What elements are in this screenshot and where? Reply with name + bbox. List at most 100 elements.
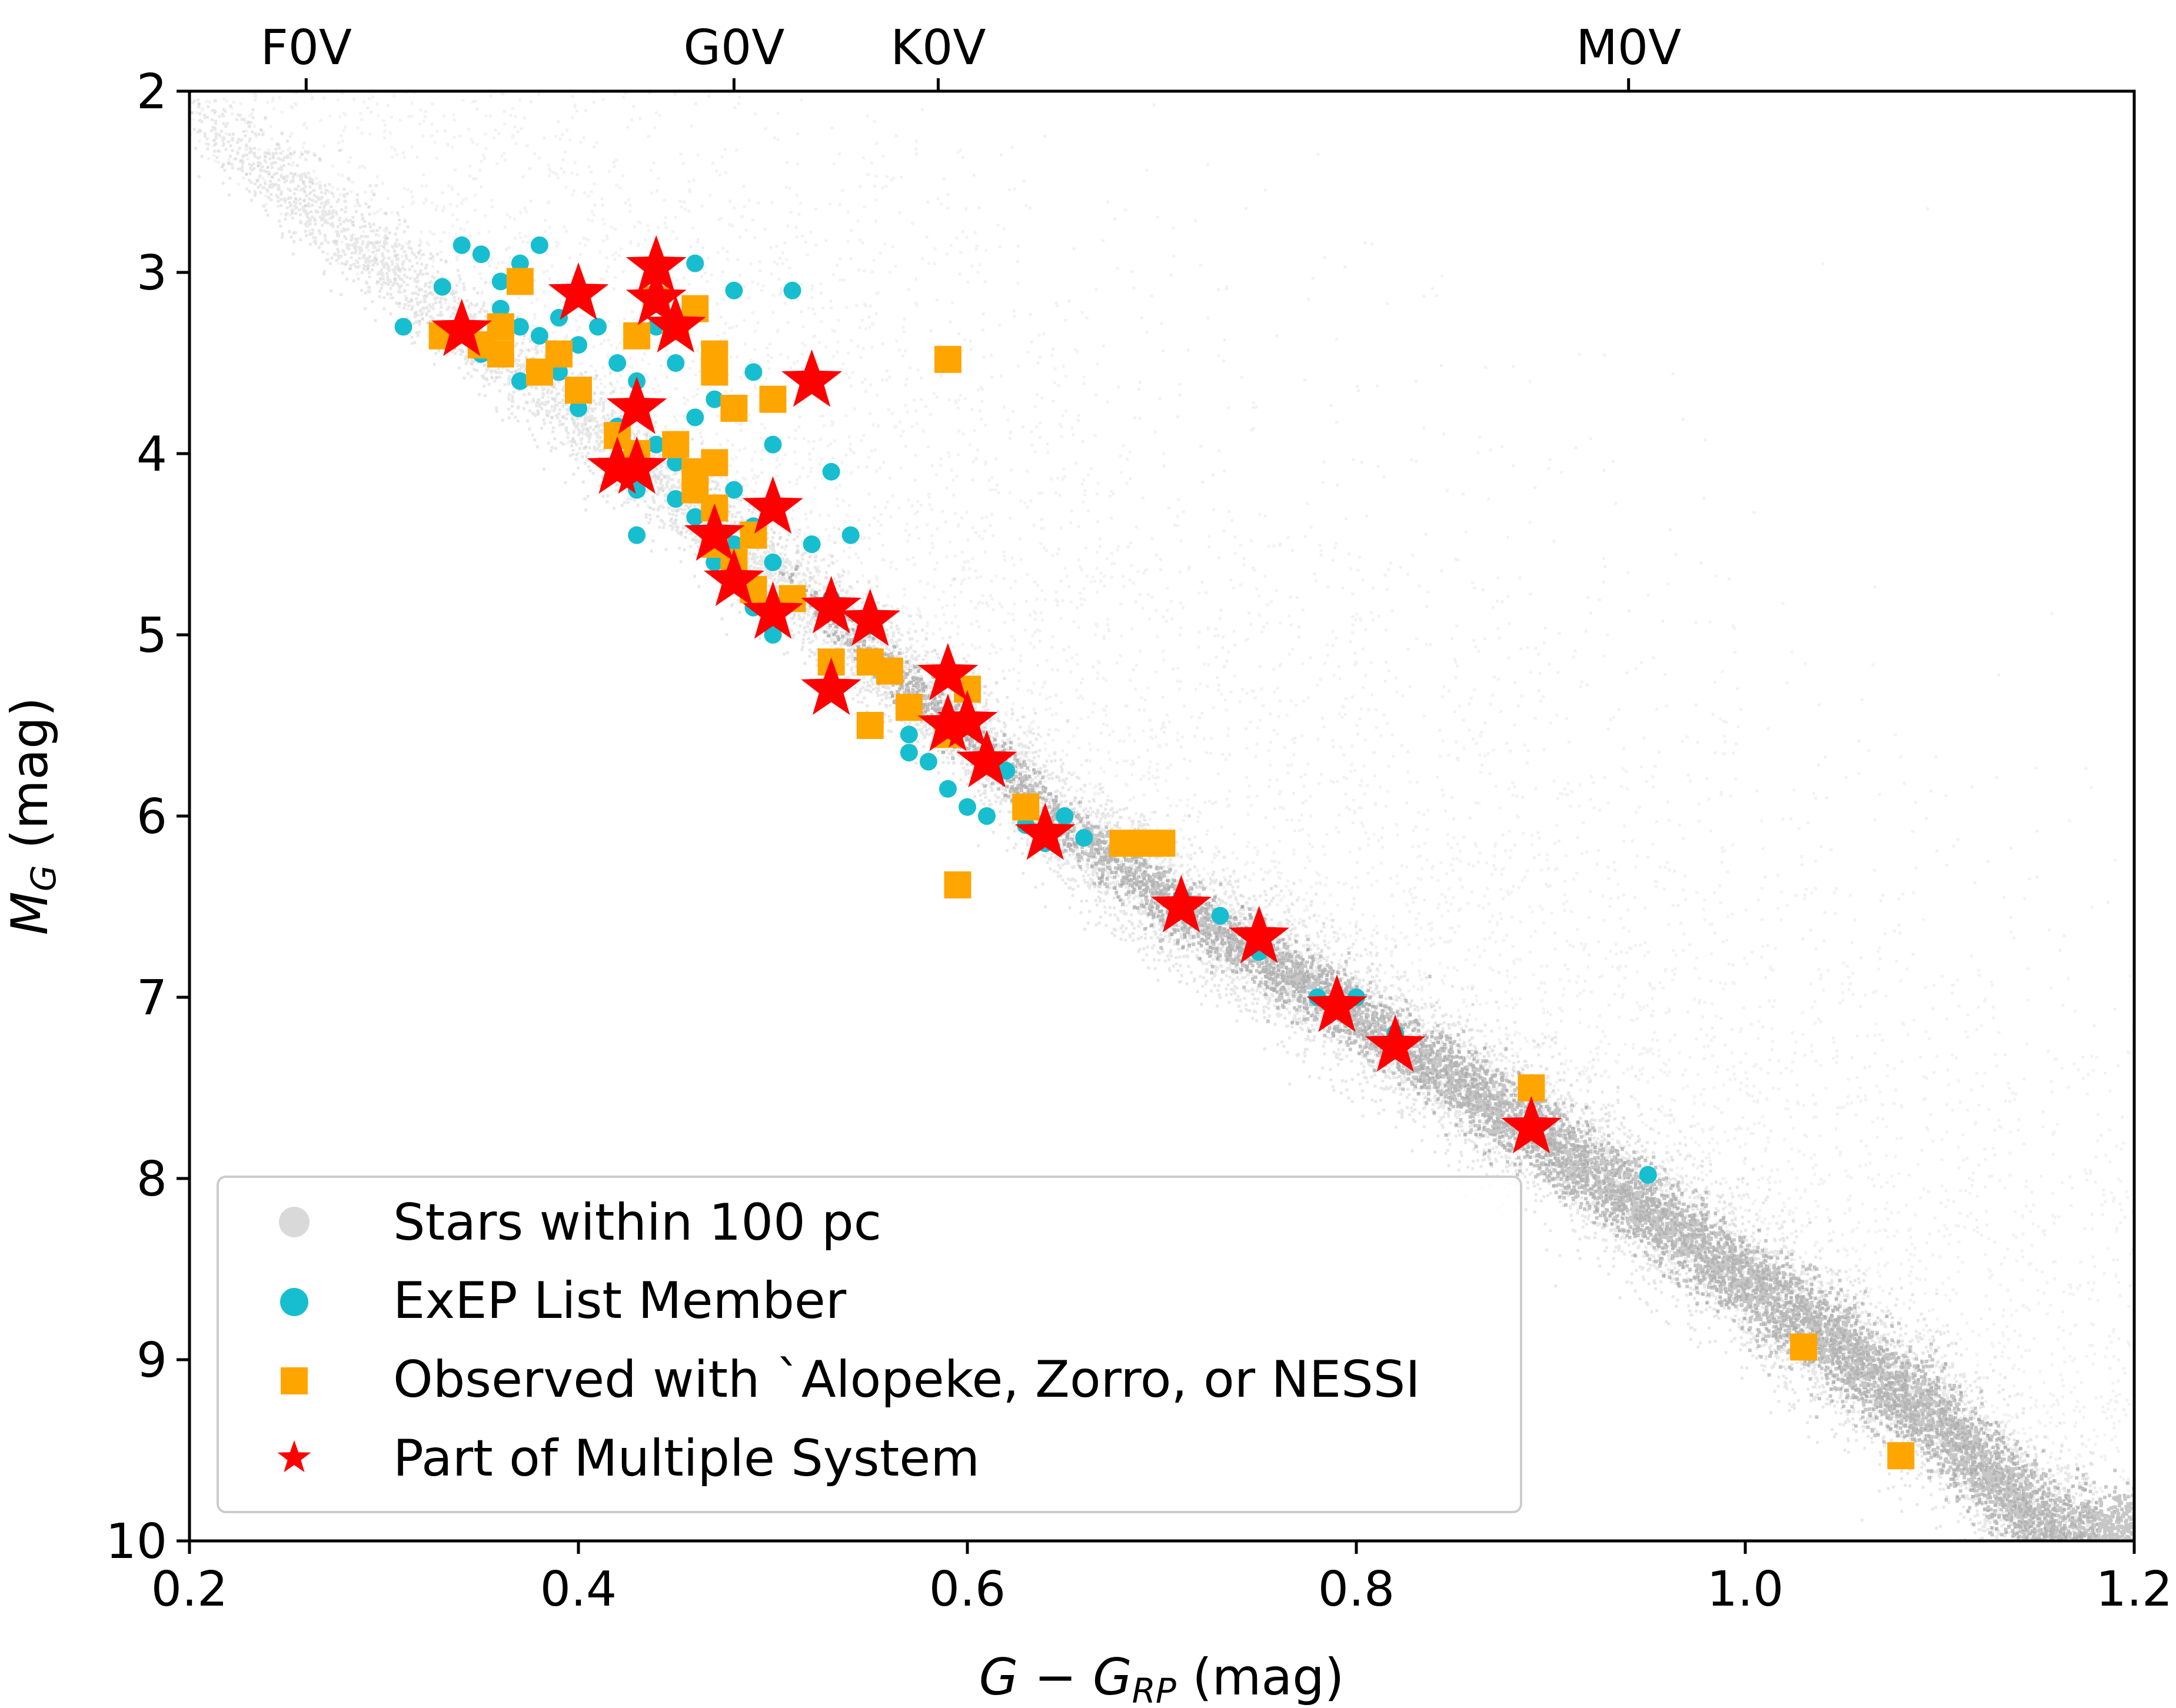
observed-point xyxy=(720,395,748,422)
y-tick-label: 10 xyxy=(106,1514,167,1570)
x-tick-label: 0.6 xyxy=(929,1561,1006,1617)
exep-point xyxy=(1075,828,1093,847)
multiple-system-point xyxy=(431,298,493,357)
y-tick-label: 8 xyxy=(137,1151,167,1207)
exep-point xyxy=(394,318,412,336)
exep-point xyxy=(511,318,529,336)
top-tick-label: G0V xyxy=(683,20,784,76)
top-spectral-axis: F0V G0V K0V M0V xyxy=(261,20,1681,91)
multiple-system-point xyxy=(840,588,901,646)
observed-point xyxy=(876,657,903,685)
observed-point xyxy=(545,340,573,368)
multiple-system-point xyxy=(743,476,803,534)
y-tick-label: 2 xyxy=(137,64,167,120)
observed-point xyxy=(1148,830,1176,857)
multiple-system-point xyxy=(684,503,745,561)
exep-point xyxy=(939,780,957,798)
observed-point xyxy=(662,431,690,458)
legend-label-background: Stars within 100 pc xyxy=(393,1193,881,1252)
y-axis-title: MG (mag) xyxy=(1,697,64,935)
exep-point xyxy=(744,363,763,381)
exep-point xyxy=(667,354,685,372)
multiple-system-point xyxy=(1365,1014,1426,1072)
multiple-system-point xyxy=(1229,905,1290,963)
observed-point xyxy=(895,694,923,721)
exep-point xyxy=(783,281,801,299)
legend: Stars within 100 pc ExEP List Member Obs… xyxy=(217,1176,1522,1513)
legend-marker-exep xyxy=(280,1288,308,1316)
legend-marker-observed xyxy=(281,1367,308,1394)
exep-point xyxy=(764,435,782,454)
multiple-system-point xyxy=(743,581,803,639)
exep-point xyxy=(900,725,918,744)
y-tick-label: 5 xyxy=(137,608,167,664)
exep-point xyxy=(959,798,976,816)
exep-point xyxy=(628,526,646,544)
exep-point xyxy=(706,553,724,571)
multiple-system-point xyxy=(781,349,842,407)
exep-point xyxy=(725,481,743,499)
exep-point xyxy=(764,626,782,644)
exep-point xyxy=(491,272,510,291)
legend-label-exep: ExEP List Member xyxy=(393,1271,847,1330)
exep-point xyxy=(919,753,937,771)
exep-point xyxy=(667,490,685,508)
exep-point xyxy=(686,508,704,526)
observed-point xyxy=(506,268,534,295)
multiple-system-point xyxy=(1151,875,1212,933)
legend-marker-multiple xyxy=(277,1440,311,1473)
observed-point xyxy=(701,449,728,477)
y-tick-label: 7 xyxy=(137,970,167,1026)
exep-point xyxy=(822,462,840,481)
background-stars-band xyxy=(190,91,2098,1541)
observed-point xyxy=(565,377,592,404)
multiple-system-point xyxy=(917,694,979,751)
exep-point xyxy=(1211,907,1229,925)
legend-label-observed: Observed with `Alopeke, Zorro, or NESSI xyxy=(393,1350,1420,1409)
multiple-system-point xyxy=(606,377,667,434)
exep-point xyxy=(706,390,724,408)
exep-point xyxy=(803,535,821,553)
exep-point xyxy=(725,281,743,299)
exep-point xyxy=(608,354,627,372)
multiple-system-point xyxy=(956,730,1017,788)
exep-point xyxy=(472,245,490,264)
top-tick-label: F0V xyxy=(261,20,352,76)
y-tick-label: 6 xyxy=(137,789,167,845)
exep-point xyxy=(452,236,471,254)
x-tick-label: 0.4 xyxy=(540,1561,617,1617)
exep-point xyxy=(1639,1166,1657,1184)
observed-point xyxy=(759,385,787,413)
observed-point xyxy=(1790,1333,1818,1361)
observed-point xyxy=(934,345,961,373)
observed-point xyxy=(701,358,728,386)
multiple-system-point xyxy=(801,657,861,715)
x-tick-label: 1.0 xyxy=(1707,1561,1784,1617)
multiple-system-point xyxy=(548,262,609,320)
exep-point xyxy=(686,254,704,272)
x-axis: 0.2 0.4 0.6 0.8 1.0 1.2 xyxy=(151,1541,2172,1617)
exep-point xyxy=(491,299,510,318)
exep-point xyxy=(589,318,607,336)
y-tick-label: 4 xyxy=(137,427,167,482)
observed-point xyxy=(856,712,884,739)
x-tick-label: 1.2 xyxy=(2096,1561,2172,1617)
exep-point xyxy=(570,399,587,417)
exep-point xyxy=(530,327,548,345)
x-axis-title: G − GRP (mag) xyxy=(979,1648,1345,1708)
exep-point xyxy=(667,454,685,472)
legend-marker-background xyxy=(279,1207,310,1237)
multiple-system-point xyxy=(801,575,861,634)
multiple-system-point xyxy=(917,642,979,701)
exep-point xyxy=(1056,807,1074,825)
exep-point xyxy=(900,744,918,762)
exep-point xyxy=(433,278,451,296)
multiple-system-point xyxy=(1014,802,1076,860)
exep-point xyxy=(686,408,704,427)
exep-point xyxy=(550,363,568,381)
legend-box xyxy=(217,1176,1522,1513)
top-tick-label: M0V xyxy=(1576,20,1681,76)
observed-point xyxy=(1012,793,1040,821)
y-axis: 2 3 4 5 6 7 8 9 10 xyxy=(106,64,189,1570)
